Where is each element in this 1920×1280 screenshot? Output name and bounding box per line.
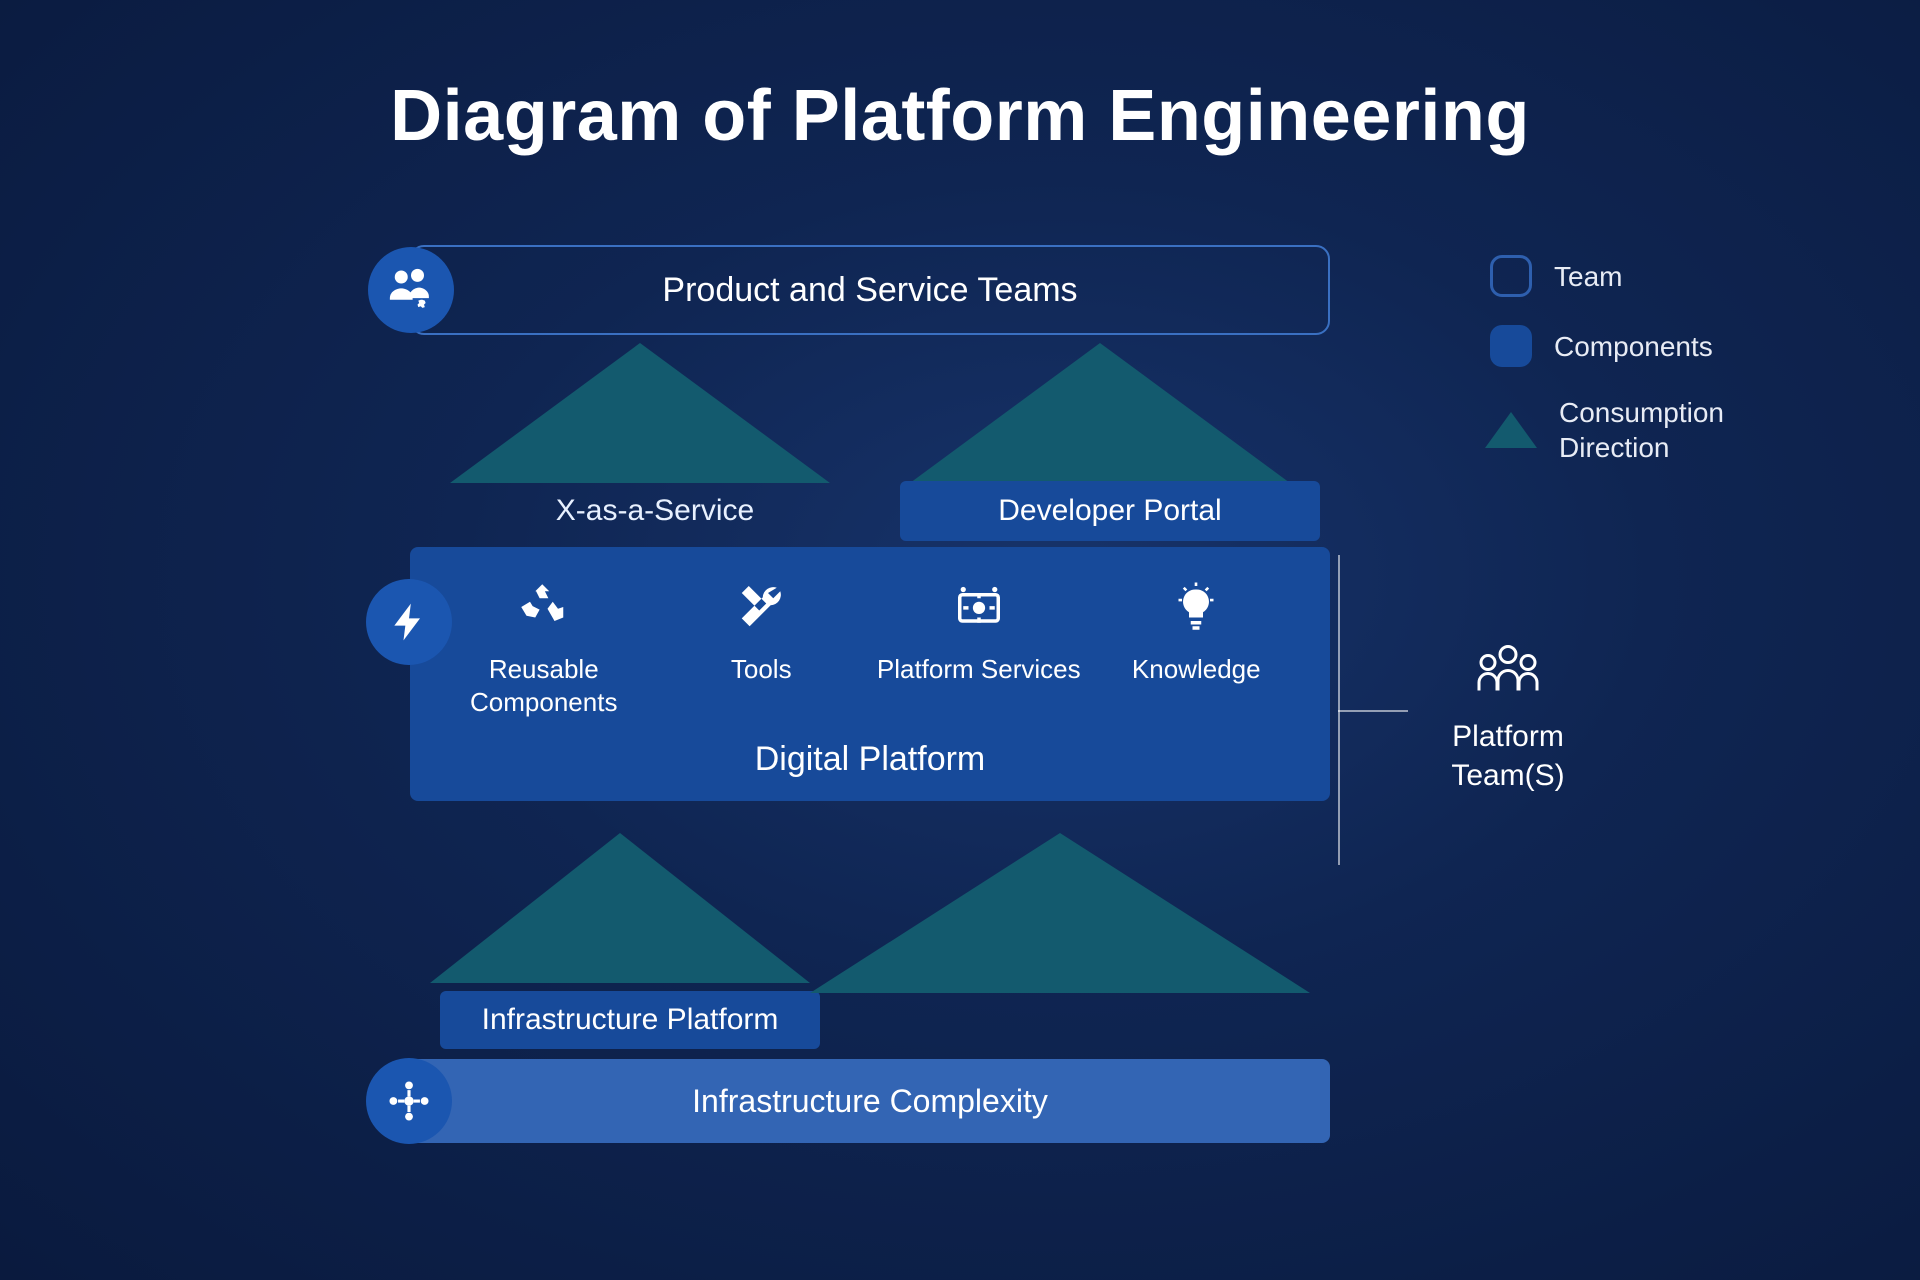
recycle-icon <box>514 577 574 637</box>
dp-item-knowledge: Knowledge <box>1093 577 1301 718</box>
consumption-triangle-icon <box>910 343 1290 483</box>
components-swatch-icon <box>1490 325 1532 367</box>
product-service-teams-box: Product and Service Teams <box>410 245 1330 335</box>
legend-team-label: Team <box>1554 259 1622 294</box>
legend-team: Team <box>1490 255 1790 297</box>
dp-item-tools: Tools <box>658 577 866 718</box>
consumption-triangle-icon <box>450 343 830 483</box>
dp-item-reusable: Reusable Components <box>440 577 648 718</box>
legend-consumption: Consumption Direction <box>1490 395 1790 465</box>
legend: Team Components Consumption Direction <box>1490 255 1790 465</box>
team-icon <box>1473 640 1543 695</box>
legend-consumption-label: Consumption Direction <box>1559 395 1790 465</box>
legend-components-label: Components <box>1554 329 1713 364</box>
platform-services-icon <box>949 577 1009 637</box>
network-badge <box>366 1058 452 1144</box>
page-title: Diagram of Platform Engineering <box>0 75 1920 157</box>
digital-platform-box: Reusable Components Tools Platform Servi… <box>410 547 1330 801</box>
digital-platform-title: Digital Platform <box>440 740 1300 779</box>
xaas-label: X-as-a-Service <box>410 481 900 541</box>
dp-item-label: Knowledge <box>1132 653 1261 686</box>
xaas-row: X-as-a-Service Developer Portal <box>410 481 1330 541</box>
lightbulb-icon <box>1166 577 1226 637</box>
dp-item-label: Reusable Components <box>440 653 648 718</box>
platform-team-connector <box>1338 555 1340 865</box>
network-icon <box>384 1076 434 1126</box>
dp-item-services: Platform Services <box>875 577 1083 718</box>
developer-portal-box: Developer Portal <box>900 481 1320 541</box>
tools-icon <box>731 577 791 637</box>
consumption-triangle-icon <box>810 833 1310 993</box>
users-gear-icon <box>385 264 437 316</box>
infrastructure-complexity-label: Infrastructure Complexity <box>692 1083 1048 1120</box>
bolt-icon <box>387 600 431 644</box>
infrastructure-platform-box: Infrastructure Platform <box>440 991 820 1049</box>
consumption-triangle-icon <box>430 833 810 983</box>
infrastructure-platform-label: Infrastructure Platform <box>482 1003 779 1037</box>
developer-portal-label: Developer Portal <box>998 494 1221 528</box>
platform-team: Platform Team(S) <box>1408 640 1608 795</box>
teams-badge <box>368 247 454 333</box>
consumption-row-top <box>410 343 1330 483</box>
platform-team-label: Platform Team(S) <box>1408 717 1608 795</box>
infrastructure-complexity-box: Infrastructure Complexity <box>410 1059 1330 1143</box>
dp-item-label: Tools <box>731 653 792 686</box>
dp-item-label: Platform Services <box>877 653 1081 686</box>
consumption-triangle-icon <box>1485 412 1537 448</box>
bolt-badge <box>366 579 452 665</box>
digital-platform-items: Reusable Components Tools Platform Servi… <box>440 577 1300 718</box>
diagram-column: Product and Service Teams X-as-a-Service… <box>410 245 1330 1143</box>
product-service-teams-label: Product and Service Teams <box>662 271 1077 310</box>
consumption-row-bottom <box>410 833 1330 993</box>
team-swatch-icon <box>1490 255 1532 297</box>
legend-components: Components <box>1490 325 1790 367</box>
